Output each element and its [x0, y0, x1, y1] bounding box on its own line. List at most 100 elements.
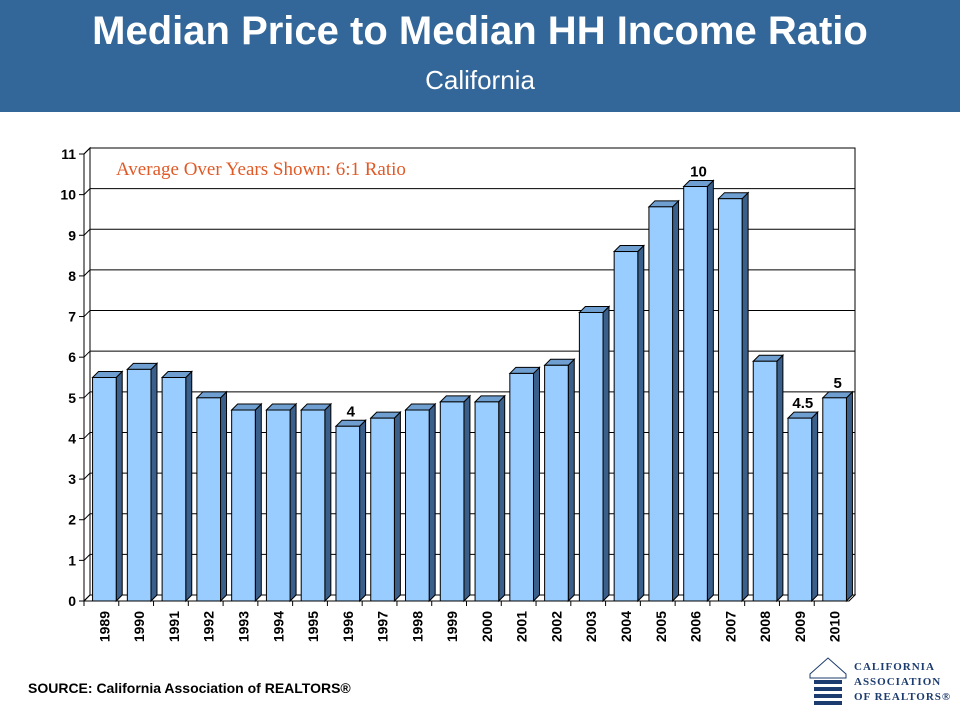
bar-side	[567, 358, 575, 603]
bar-top	[682, 180, 715, 188]
bar-side	[324, 402, 332, 603]
bar-side	[498, 394, 506, 603]
car-logo: CALIFORNIA ASSOCIATION OF REALTORS®	[806, 654, 952, 714]
x-tick-label: 2008	[757, 611, 773, 642]
bar-top	[473, 395, 506, 403]
bar-side	[602, 305, 610, 603]
page-subtitle: California	[425, 65, 535, 95]
gridline-side	[83, 269, 91, 277]
bar-side	[741, 191, 749, 603]
bar	[126, 368, 152, 602]
logo-line-2: ASSOCIATION	[854, 676, 942, 688]
y-tick-label: 9	[68, 227, 76, 243]
bar-side	[254, 402, 262, 603]
logo-line-3: OF REALTORS®	[854, 691, 952, 703]
x-tick-label: 2005	[653, 611, 669, 642]
bar	[509, 372, 534, 602]
gridline-side	[83, 350, 91, 358]
bar-top	[91, 371, 124, 378]
gridline-side	[83, 513, 91, 521]
gridline-side	[83, 472, 91, 480]
data-label: 10	[690, 164, 707, 181]
bar-side	[706, 179, 714, 603]
bar-top	[195, 391, 228, 399]
bar-top	[404, 403, 437, 411]
bar	[787, 417, 813, 602]
bar-side	[811, 410, 819, 603]
bar	[92, 377, 117, 602]
bar-side	[845, 390, 853, 603]
gridline-side	[83, 594, 91, 602]
bar	[300, 409, 326, 602]
bar	[613, 251, 639, 602]
bar-top	[299, 403, 333, 411]
bar-top	[821, 391, 854, 399]
y-tick-label: 8	[68, 268, 76, 284]
bar-side	[672, 199, 680, 603]
gridline-side	[83, 391, 91, 399]
car-logo-icon	[809, 657, 847, 705]
y-tick-label: 0	[68, 593, 76, 609]
y-tick-label: 5	[68, 390, 76, 406]
data-label: 5	[833, 375, 841, 392]
bar	[822, 397, 847, 602]
bar-side	[115, 370, 123, 603]
gridline-side	[83, 228, 91, 236]
gridline-side	[83, 554, 91, 561]
x-tick-label: 1991	[166, 611, 182, 642]
data-label: 4	[347, 403, 356, 420]
bar	[752, 360, 778, 602]
bar-side	[637, 244, 645, 603]
x-tick-label: 1993	[235, 611, 251, 642]
logo-line-1: CALIFORNIA	[854, 661, 935, 673]
bar-top	[265, 403, 298, 411]
gridline-side	[83, 432, 91, 439]
logo-text: CALIFORNIA ASSOCIATION OF REALTORS®	[854, 660, 951, 705]
bar-side	[532, 366, 540, 603]
bar	[683, 186, 708, 602]
page-title: Median Price to Median HH Income Ratio	[92, 9, 868, 53]
bar-top	[578, 305, 611, 313]
bar	[439, 401, 465, 602]
bar	[717, 198, 743, 602]
data-label: 4.5	[792, 395, 813, 412]
header-band	[0, 0, 960, 112]
x-tick-label: 1995	[305, 611, 321, 642]
bar-top	[647, 200, 680, 208]
x-tick-label: 1992	[201, 611, 217, 642]
bar	[196, 397, 222, 602]
y-tick-label: 11	[61, 146, 76, 162]
bar	[370, 417, 395, 602]
x-tick-label: 1997	[375, 611, 391, 642]
bar	[265, 409, 291, 602]
bar-top	[334, 419, 367, 427]
bar	[544, 364, 569, 602]
bar-side	[220, 390, 228, 603]
bar	[578, 311, 604, 602]
bar-chart: 0 1 2 3 4 5 6 7 8 9 10 11 1989 1990 1991 1992 1993 1994 19…	[60, 146, 857, 642]
bar-side	[463, 394, 471, 603]
bar-top	[160, 371, 193, 378]
chart-annotation: Average Over Years Shown: 6:1 Ratio	[116, 159, 406, 180]
bar-side	[359, 419, 367, 603]
x-tick-label: 1998	[409, 611, 425, 642]
bar-top	[612, 245, 646, 253]
y-tick-label: 7	[68, 309, 76, 325]
bar	[335, 425, 361, 602]
x-tick-label: 2001	[514, 611, 530, 642]
chart-side-wall	[83, 146, 91, 603]
bar	[648, 206, 674, 602]
bar-top	[126, 362, 159, 370]
bar-top	[786, 411, 819, 419]
bar-side	[428, 402, 436, 603]
x-tick-label: 1989	[96, 611, 112, 642]
x-tick-label: 2007	[722, 611, 738, 642]
bar-side	[393, 410, 401, 603]
bar-top	[230, 403, 263, 411]
bar	[231, 409, 256, 602]
bar-top	[369, 411, 402, 419]
x-tick-label: 2009	[792, 611, 808, 642]
bar-top	[543, 358, 576, 366]
x-tick-label: 1990	[131, 611, 147, 642]
y-tick-label: 6	[68, 349, 76, 365]
